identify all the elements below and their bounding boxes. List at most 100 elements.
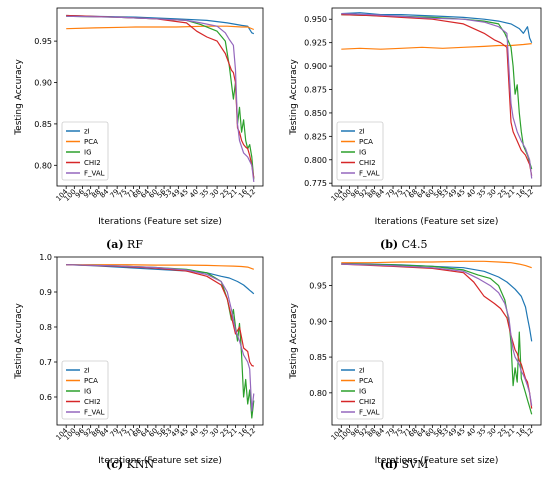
y-tick-label: 0.6 [39,393,52,402]
panel-caption-name: KNN [123,458,154,471]
panel-knn: 0.60.70.80.91.01041009692888479757168646… [14,253,264,471]
legend-label: CHI2 [359,159,376,167]
legend-label: IG [359,149,367,157]
x-tick-label: 71 [401,188,413,200]
y-tick-label: 0.7 [39,358,52,367]
x-tick-label: 60 [424,427,436,439]
x-tick-label: 79 [384,427,396,439]
y-tick-label: 0.925 [304,39,327,48]
legend-label: IG [359,388,367,396]
x-tick-label: 68 [407,188,419,200]
x-tick-label: 53 [438,188,450,200]
x-tick-label: 68 [131,188,143,200]
x-tick-label: 68 [131,427,143,439]
legend-label: F_VAL [84,170,105,178]
series-line-ig [341,263,533,415]
x-tick-label: 12 [245,188,257,200]
x-tick-label: 79 [384,188,396,200]
y-tick-label: 0.90 [309,317,327,326]
x-tick-label: 49 [170,188,182,200]
x-tick-label: 25 [219,188,231,200]
legend-label: IG [84,149,92,157]
series-line-zi [66,264,255,295]
panel-svm: 0.800.850.900.95104100969288847975716864… [289,256,542,471]
panel-caption: (d) SVM [380,458,428,471]
legend-label: CHI2 [84,159,101,167]
x-tick-label: 75 [117,427,129,439]
y-tick-label: 0.85 [34,120,52,129]
x-tick-label: 75 [117,188,129,200]
x-tick-label: 30 [486,188,498,200]
legend-box [336,121,384,181]
y-axis-label: Testing Accuracy [14,59,24,136]
x-tick-label: 60 [147,427,159,439]
x-tick-label: 92 [358,188,370,200]
x-tick-label: 21 [505,188,517,200]
series-line-zi [341,262,533,342]
x-tick-label: 25 [496,427,508,439]
legend-label: CHI2 [359,398,376,406]
x-tick-label: 49 [447,427,459,439]
y-tick-label: 0.8 [39,323,52,332]
x-tick-label: 92 [82,188,94,200]
x-tick-label: 30 [209,427,221,439]
x-tick-label: 40 [188,188,200,200]
panel-caption-label: (b) [380,238,398,251]
x-tick-label: 12 [245,427,257,439]
series-line-chi2 [66,264,254,367]
legend-label: zI [359,128,365,136]
x-tick-label: 71 [401,427,413,439]
legend-label: CHI2 [84,398,101,406]
x-axis-label: Iterations (Feature set size) [98,456,222,466]
panel-caption-name: C4.5 [398,238,427,251]
y-tick-label: 0.900 [304,62,327,71]
y-tick-label: 0.90 [34,79,52,88]
x-tick-label: 60 [147,188,159,200]
x-tick-label: 88 [90,188,102,200]
x-tick-label: 88 [90,427,102,439]
x-tick-label: 75 [393,188,405,200]
x-tick-label: 92 [358,427,370,439]
legend-label: F_VAL [359,409,380,417]
legend-box [61,360,109,420]
series-line-chi2 [341,14,533,176]
y-tick-label: 1.0 [39,253,52,262]
series-line-pca [66,25,255,31]
panel-caption-name: RF [124,238,144,251]
y-tick-label: 0.850 [304,109,327,118]
series-line-pca [341,260,532,269]
legend-box [61,121,109,181]
series-line-f-val [66,15,255,182]
x-tick-label: 45 [455,427,467,439]
panel-caption-name: SVM [398,458,428,471]
axes-frame [331,7,542,187]
legend-label: PCA [84,377,98,385]
series-line-pca [66,264,255,270]
x-tick-label: 35 [476,188,488,200]
x-tick-label: 12 [523,427,535,439]
axes-frame [56,7,264,187]
x-tick-label: 35 [198,427,210,439]
series-line-chi2 [66,14,255,178]
panel-caption-label: (c) [106,458,123,471]
x-tick-label: 40 [465,188,477,200]
x-tick-label: 45 [178,188,190,200]
panel-caption: (b) C4.5 [380,238,428,251]
x-tick-label: 75 [393,427,405,439]
x-tick-label: 53 [162,188,174,200]
x-tick-label: 88 [366,188,378,200]
x-tick-label: 25 [219,427,231,439]
y-tick-label: 0.9 [39,288,52,297]
series-line-f-val [341,13,533,179]
x-axis-label: Iterations (Feature set size) [98,217,222,227]
x-tick-label: 45 [455,188,467,200]
series-line-f-val [66,264,255,412]
y-tick-label: 0.800 [304,156,327,165]
legend-label: IG [84,388,92,396]
y-tick-label: 0.85 [309,353,327,362]
y-axis-label: Testing Accuracy [14,303,24,380]
panel-caption: (c) KNN [106,458,154,471]
series-line-ig [66,264,255,419]
y-tick-label: 0.875 [304,86,327,95]
